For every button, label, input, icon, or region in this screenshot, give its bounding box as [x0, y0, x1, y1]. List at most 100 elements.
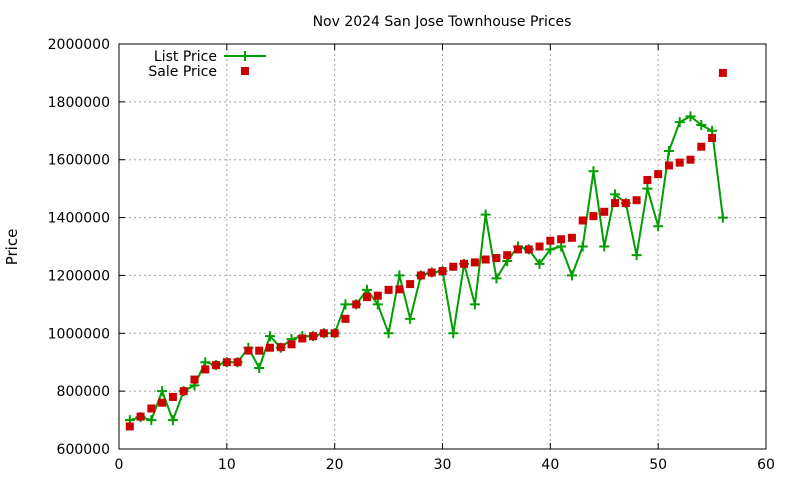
sale-price-point — [449, 262, 458, 271]
list-price-point — [663, 146, 674, 157]
chart-title: Nov 2024 San Jose Townhouse Prices — [313, 14, 572, 30]
sale-price-point — [255, 346, 264, 355]
sale-price-point — [675, 158, 684, 167]
sale-price-point — [265, 343, 274, 352]
sale-price-point — [600, 207, 609, 216]
list-price-point — [146, 415, 157, 426]
sale-price-point — [611, 199, 620, 208]
list-price-point — [372, 299, 383, 310]
legend: List Price Sale Price — [148, 49, 266, 80]
sale-price-point — [535, 242, 544, 251]
axis-tick-labels: 0 10 20 30 40 50 60 600000 800000 1000000 1200000 1… — [48, 37, 775, 473]
list-price-point — [264, 331, 275, 342]
sale-price-point — [147, 404, 156, 413]
x-tick-label: 10 — [218, 457, 236, 473]
sale-price-point — [654, 170, 663, 179]
list-price-point — [577, 241, 588, 252]
sale-price-point — [287, 340, 296, 349]
sale-price-point — [201, 365, 210, 374]
y-tick-label: 1200000 — [48, 268, 110, 284]
list-price-point — [254, 363, 265, 373]
list-price-point — [696, 120, 707, 130]
list-price-point — [631, 250, 642, 261]
x-tick-label: 60 — [757, 457, 775, 473]
list-price-point — [674, 117, 685, 128]
x-tick-label: 0 — [115, 457, 124, 473]
x-tick-label: 20 — [326, 457, 344, 473]
sale-price-point — [276, 343, 285, 352]
legend-label-list-price: List Price — [154, 49, 217, 65]
sale-price-point — [632, 196, 641, 205]
sale-price-point — [416, 271, 425, 280]
sale-price-point — [513, 245, 522, 254]
sale-price-point — [621, 199, 630, 208]
list-price-point — [448, 328, 459, 339]
sale-price-point — [589, 212, 598, 221]
list-price-point — [340, 299, 351, 310]
sale-price-point — [503, 251, 512, 260]
y-tick-label: 1800000 — [48, 95, 110, 111]
list-price-point — [685, 111, 696, 122]
sale-price-point — [427, 268, 436, 277]
sale-price-point — [168, 392, 177, 401]
y-axis-label: Price — [3, 229, 21, 266]
sale-price-point — [697, 142, 706, 151]
sale-price-point — [341, 314, 350, 323]
list-price-point — [545, 244, 556, 255]
list-price-point — [480, 209, 491, 220]
sale-price-point — [567, 233, 576, 242]
sale-price-point — [233, 358, 242, 367]
sale-price-point — [708, 134, 717, 143]
sale-price-point — [686, 155, 695, 164]
list-price-point — [588, 166, 599, 177]
list-price-point — [383, 328, 394, 339]
sale-price-point — [298, 334, 307, 343]
sale-price-point — [352, 300, 361, 309]
y-tick-label: 800000 — [57, 384, 110, 400]
sale-price-point — [179, 387, 188, 396]
y-tick-label: 2000000 — [48, 37, 110, 53]
list-price-point — [653, 221, 664, 232]
list-price-point — [394, 270, 405, 281]
sale-price-point — [557, 235, 566, 244]
list-price-point — [717, 212, 728, 223]
sale-price-point — [481, 255, 490, 264]
legend-marker-sale-price — [241, 67, 249, 75]
x-tick-label: 50 — [649, 457, 667, 473]
sale-price-point — [395, 285, 404, 294]
sale-price-point — [244, 346, 253, 355]
list-price-point — [642, 183, 653, 194]
sale-price-point — [330, 329, 339, 338]
sale-price-point — [363, 293, 372, 302]
sale-price-point — [319, 329, 328, 338]
axis-ticks — [118, 43, 767, 450]
y-tick-label: 1000000 — [48, 326, 110, 342]
sale-price-point — [158, 398, 167, 407]
list-price-point — [491, 273, 502, 284]
sale-price-point — [406, 280, 415, 289]
sale-price-point — [546, 236, 555, 245]
list-price-point — [599, 241, 610, 252]
list-price-point — [469, 299, 480, 310]
sale-price-point — [136, 412, 145, 421]
y-tick-label: 1600000 — [48, 153, 110, 169]
sale-price-point — [470, 258, 479, 267]
sale-price-point — [384, 285, 393, 294]
legend-marker-list-price — [240, 51, 250, 61]
sale-price-point — [578, 216, 587, 225]
sale-price-point — [212, 361, 221, 370]
list-price-point — [534, 258, 545, 269]
sale-price-point — [373, 291, 382, 300]
sale-price-point — [524, 245, 533, 254]
x-tick-label: 30 — [434, 457, 452, 473]
sale-price-point — [718, 68, 727, 77]
list-price-point — [566, 270, 577, 281]
sale-price-point — [492, 254, 501, 263]
sale-price-point — [643, 175, 652, 184]
list-price-point — [157, 386, 168, 397]
y-tick-label: 1400000 — [48, 211, 110, 227]
sale-price-point — [190, 375, 199, 384]
x-tick-label: 40 — [541, 457, 559, 473]
